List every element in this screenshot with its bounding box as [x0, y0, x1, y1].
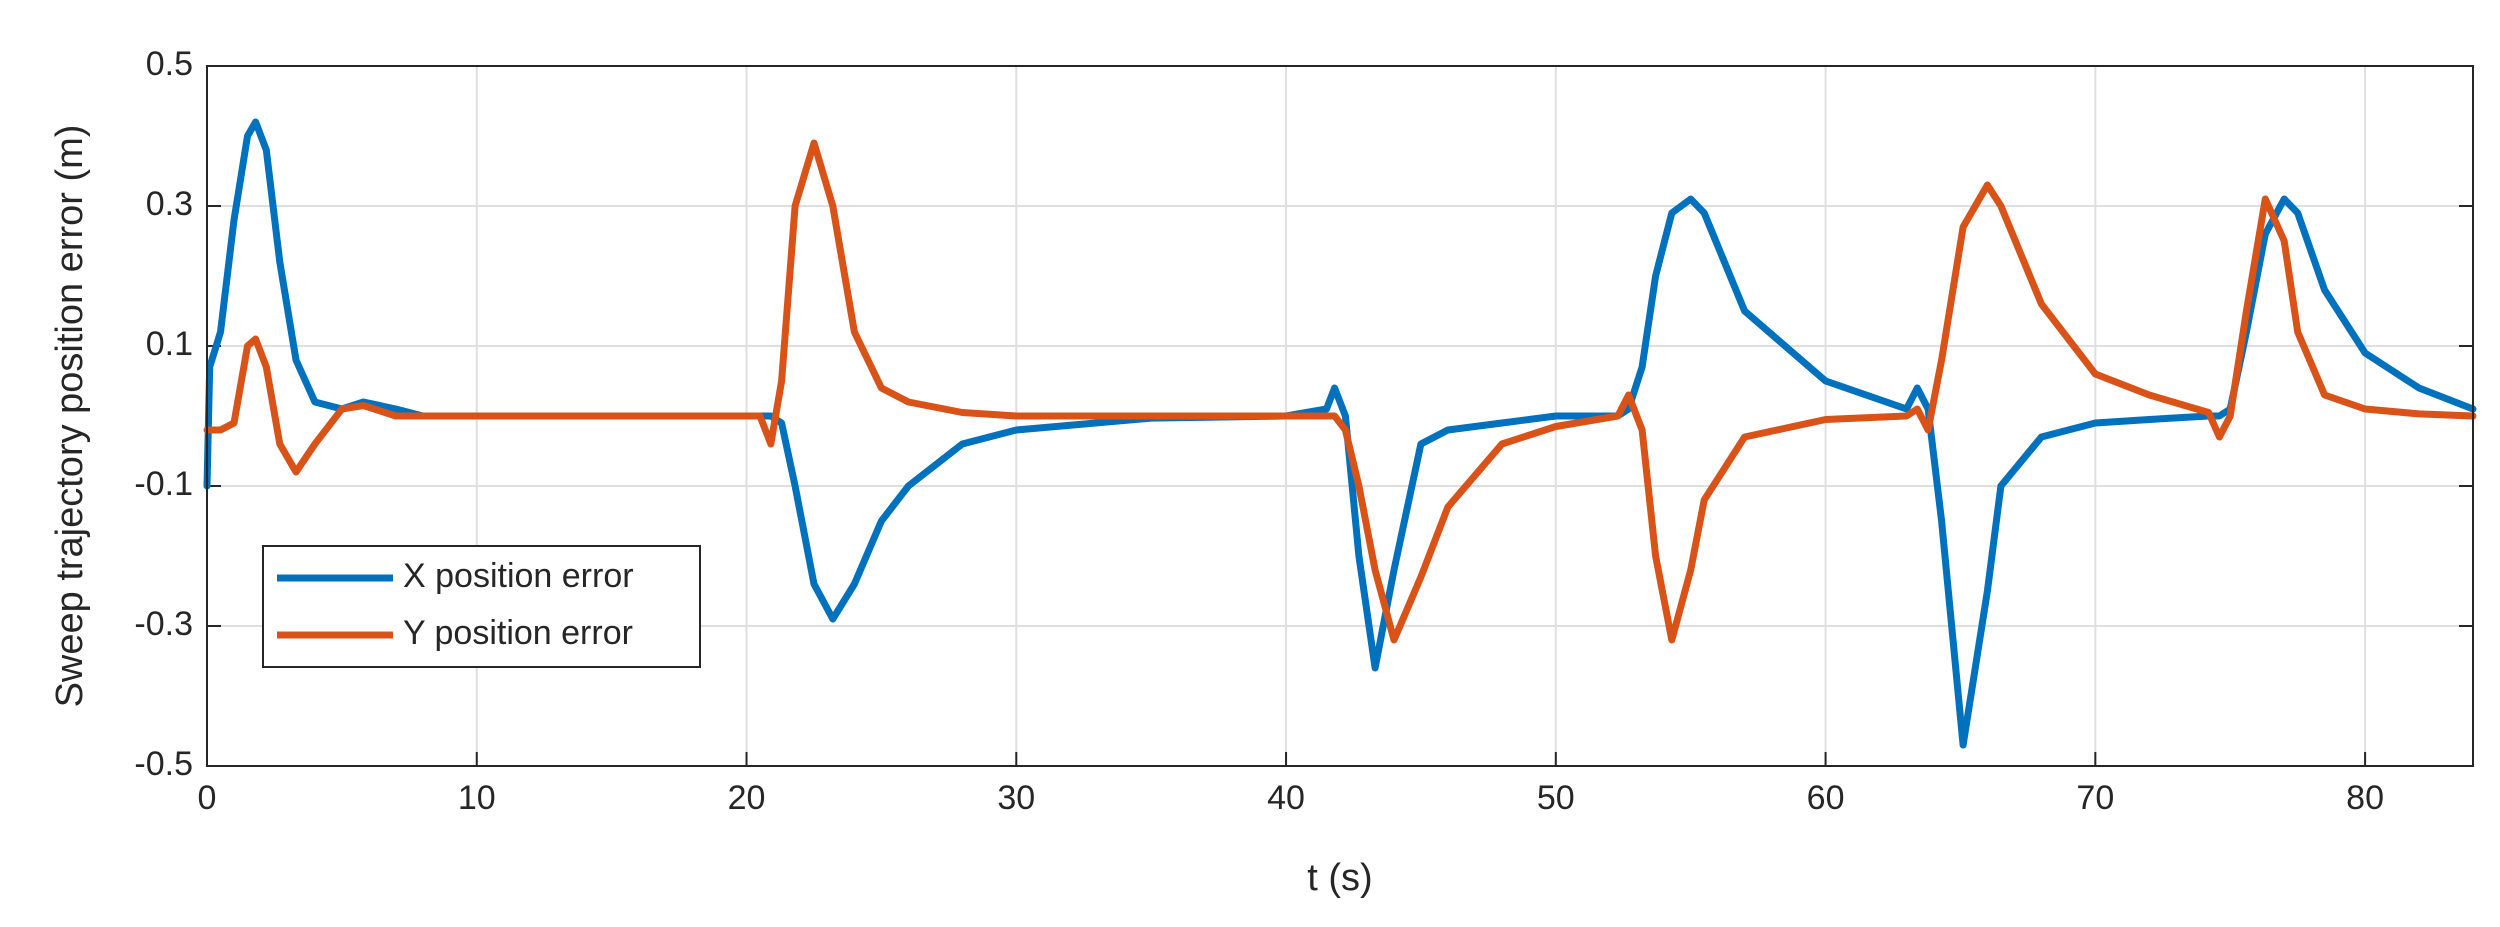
- data-line: [203, 139, 2477, 644]
- x-axis-label: t (s): [1307, 857, 1372, 899]
- y-tick-label: 0.3: [146, 185, 193, 223]
- x-tick-label: 30: [997, 779, 1035, 817]
- x-tick-label: 60: [1807, 779, 1845, 817]
- x-tick-label: 50: [1537, 779, 1575, 817]
- x-tick-label: 80: [2346, 779, 2384, 817]
- legend-label: X position error: [403, 557, 634, 595]
- y-tick-label: 0.1: [146, 325, 193, 363]
- data-line: [203, 118, 2477, 749]
- x-tick-label: 10: [458, 779, 496, 817]
- x-tick-label: 40: [1267, 779, 1305, 817]
- y-tick-label: -0.5: [134, 745, 193, 783]
- legend-box: [262, 545, 701, 668]
- y-tick-label: -0.3: [134, 605, 193, 643]
- y-axis-label: Sweep trajectory position error (m): [49, 125, 91, 708]
- y-tick-label: -0.1: [134, 465, 193, 503]
- axes-box: [206, 65, 2474, 767]
- x-tick-label: 70: [2076, 779, 2114, 817]
- y-tick-label: 0.5: [146, 45, 193, 83]
- legend-label: Y position error: [403, 614, 633, 652]
- x-tick-label: 20: [728, 779, 766, 817]
- x-tick-label: 0: [198, 779, 217, 817]
